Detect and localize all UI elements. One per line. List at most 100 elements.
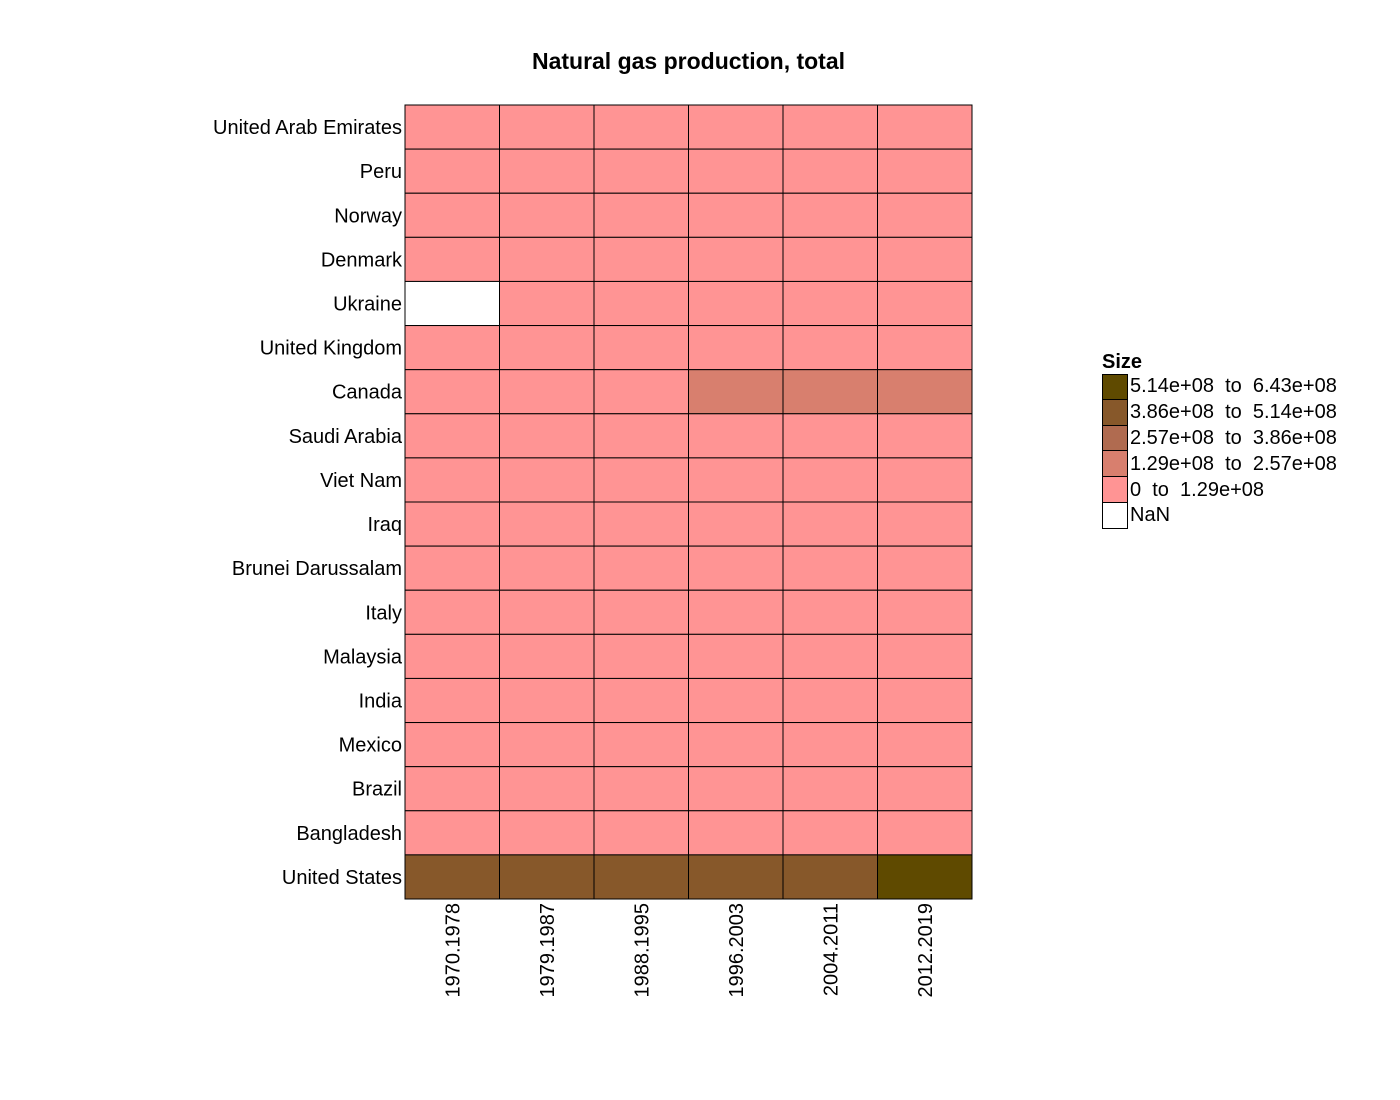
heatmap-cell-india-1988-1995 bbox=[593, 677, 689, 724]
heatmap-cell-viet-nam-1979-1987 bbox=[499, 457, 595, 503]
heatmap-cell-ukraine-2004-2011 bbox=[782, 280, 878, 327]
heatmap-cell-brazil-1970-1978 bbox=[404, 766, 500, 812]
heatmap-cell-norway-1996-2003 bbox=[688, 192, 784, 238]
heatmap-cell-peru-1996-2003 bbox=[688, 148, 784, 194]
heatmap-cell-mexico-2012-2019 bbox=[877, 722, 973, 768]
chart-title: Natural gas production, total bbox=[531, 48, 846, 74]
heatmap-cell-malaysia-2004-2011 bbox=[782, 633, 878, 679]
heatmap-cell-italy-1970-1978 bbox=[404, 589, 500, 635]
heatmap-cell-norway-1979-1987 bbox=[499, 192, 595, 238]
heatmap-cell-mexico-1970-1978 bbox=[404, 722, 500, 768]
heatmap-cell-denmark-2012-2019 bbox=[877, 236, 973, 282]
heatmap-cell-italy-2012-2019 bbox=[877, 589, 973, 635]
row-label-mexico: Mexico bbox=[339, 735, 402, 757]
heatmap-cell-canada-2004-2011 bbox=[782, 369, 878, 415]
heatmap-cell-bangladesh-2004-2011 bbox=[782, 810, 878, 856]
heatmap-cell-united-kingdom-1996-2003 bbox=[688, 325, 784, 371]
heatmap-cell-norway-1988-1995 bbox=[593, 192, 689, 238]
heatmap-cell-ukraine-2012-2019 bbox=[877, 280, 973, 327]
heatmap-cell-india-2012-2019 bbox=[877, 677, 973, 724]
heatmap-cell-mexico-1996-2003 bbox=[688, 722, 784, 768]
heatmap-cell-united-arab-emirates-1988-1995 bbox=[593, 104, 689, 150]
row-label-canada: Canada bbox=[332, 382, 403, 404]
heatmap-cell-peru-2004-2011 bbox=[782, 148, 878, 194]
heatmap-cell-bangladesh-1996-2003 bbox=[688, 810, 784, 856]
heatmap-cell-brazil-1979-1987 bbox=[499, 766, 595, 812]
heatmap-cell-denmark-1996-2003 bbox=[688, 236, 784, 282]
heatmap-cell-peru-2012-2019 bbox=[877, 148, 973, 194]
column-labels: 1970.1978 1979.1987 1988.1995 1996.2003 2004… bbox=[442, 903, 937, 998]
column-label-1996-2003: 1996.2003 bbox=[726, 903, 748, 998]
legend-entry-2: 2.57e+08 to 3.86e+08 bbox=[1102, 425, 1337, 452]
column-label-2012-2019: 2012.2019 bbox=[915, 903, 937, 998]
heatmap-cell-viet-nam-1970-1978 bbox=[404, 457, 500, 503]
legend-entry-3: 3.86e+08 to 5.14e+08 bbox=[1102, 399, 1337, 426]
column-label-1979-1987: 1979.1987 bbox=[537, 903, 559, 998]
heatmap-cell-united-arab-emirates-1970-1978 bbox=[404, 104, 500, 150]
row-label-united-arab-emirates: United Arab Emirates bbox=[213, 117, 402, 139]
heatmap-cell-united-arab-emirates-2012-2019 bbox=[877, 104, 973, 150]
row-labels: United Arab Emirates Peru Norway Denmark Ukr… bbox=[213, 117, 403, 889]
heatmap-cell-united-arab-emirates-1996-2003 bbox=[688, 104, 784, 150]
legend-entry-nan: NaN bbox=[1102, 502, 1337, 529]
heatmap-cell-iraq-1988-1995 bbox=[593, 501, 689, 547]
heatmap-cell-canada-1979-1987 bbox=[499, 369, 595, 415]
row-label-malaysia: Malaysia bbox=[323, 646, 403, 668]
column-label-1988-1995: 1988.1995 bbox=[631, 903, 653, 998]
heatmap-cell-denmark-1988-1995 bbox=[593, 236, 689, 282]
heatmap-cell-united-arab-emirates-2004-2011 bbox=[782, 104, 878, 150]
row-label-peru: Peru bbox=[360, 161, 402, 183]
heatmap-cell-iraq-1996-2003 bbox=[688, 501, 784, 547]
column-label-1970-1978: 1970.1978 bbox=[442, 903, 464, 998]
heatmap-cell-united-states-1996-2003 bbox=[688, 854, 784, 900]
column-label-2004-2011: 2004.2011 bbox=[820, 903, 842, 996]
heatmap-cell-ukraine-1979-1987 bbox=[499, 280, 595, 327]
heatmap-cell-united-states-1970-1978 bbox=[404, 854, 500, 900]
heatmap-cell-bangladesh-1988-1995 bbox=[593, 810, 689, 856]
heatmap-cell-canada-2012-2019 bbox=[877, 369, 973, 415]
heatmap-cell-denmark-2004-2011 bbox=[782, 236, 878, 282]
heatmap-cell-viet-nam-2004-2011 bbox=[782, 457, 878, 503]
heatmap-cell-iraq-1970-1978 bbox=[404, 501, 500, 547]
row-label-saudi-arabia: Saudi Arabia bbox=[289, 426, 403, 448]
heatmap-cell-united-kingdom-1979-1987 bbox=[499, 325, 595, 371]
heatmap-cell-iraq-2012-2019 bbox=[877, 501, 973, 547]
row-label-bangladesh: Bangladesh bbox=[296, 823, 402, 845]
legend-label: 5.14e+08 to 6.43e+08 bbox=[1130, 375, 1337, 398]
heatmap-cell-india-1996-2003 bbox=[688, 677, 784, 724]
heatmap-cell-viet-nam-2012-2019 bbox=[877, 457, 973, 503]
heatmap-cell-united-states-1988-1995 bbox=[593, 854, 689, 900]
heatmap-cells bbox=[404, 104, 973, 900]
legend: Size 5.14e+08 to 6.43e+08 3.86e+08 to 5.1… bbox=[1102, 350, 1337, 529]
heatmap-cell-ukraine-1996-2003 bbox=[688, 280, 784, 327]
heatmap-cell-ukraine-1970-1978 bbox=[404, 280, 500, 327]
heatmap-cell-united-arab-emirates-1979-1987 bbox=[499, 104, 595, 150]
legend-swatch bbox=[1102, 374, 1128, 400]
heatmap-cell-brunei-darussalam-1979-1987 bbox=[499, 545, 595, 591]
legend-label: 2.57e+08 to 3.86e+08 bbox=[1130, 426, 1337, 449]
heatmap-cell-malaysia-1970-1978 bbox=[404, 633, 500, 679]
heatmap-cell-malaysia-2012-2019 bbox=[877, 633, 973, 679]
row-label-italy: Italy bbox=[365, 602, 402, 624]
heatmap-cell-norway-2004-2011 bbox=[782, 192, 878, 238]
row-label-ukraine: Ukraine bbox=[333, 294, 402, 316]
heatmap-cell-united-kingdom-2004-2011 bbox=[782, 325, 878, 371]
heatmap-cell-ukraine-1988-1995 bbox=[593, 280, 689, 327]
heatmap-cell-denmark-1979-1987 bbox=[499, 236, 595, 282]
row-label-united-states: United States bbox=[282, 867, 402, 889]
heatmap-cell-brazil-1988-1995 bbox=[593, 766, 689, 812]
legend-swatch bbox=[1102, 399, 1128, 426]
row-label-brunei-darussalam: Brunei Darussalam bbox=[232, 558, 402, 580]
heatmap-cell-mexico-2004-2011 bbox=[782, 722, 878, 768]
heatmap-cell-iraq-1979-1987 bbox=[499, 501, 595, 547]
legend-swatch bbox=[1102, 451, 1128, 478]
heatmap-cell-saudi-arabia-1979-1987 bbox=[499, 413, 595, 459]
legend-label: NaN bbox=[1130, 504, 1171, 527]
heatmap-cell-brunei-darussalam-2012-2019 bbox=[877, 545, 973, 591]
heatmap-cell-saudi-arabia-2012-2019 bbox=[877, 413, 973, 459]
heatmap-cell-bangladesh-1979-1987 bbox=[499, 810, 595, 856]
heatmap-cell-viet-nam-1996-2003 bbox=[688, 457, 784, 503]
heatmap-cell-norway-2012-2019 bbox=[877, 192, 973, 238]
heatmap-cell-india-2004-2011 bbox=[782, 677, 878, 724]
